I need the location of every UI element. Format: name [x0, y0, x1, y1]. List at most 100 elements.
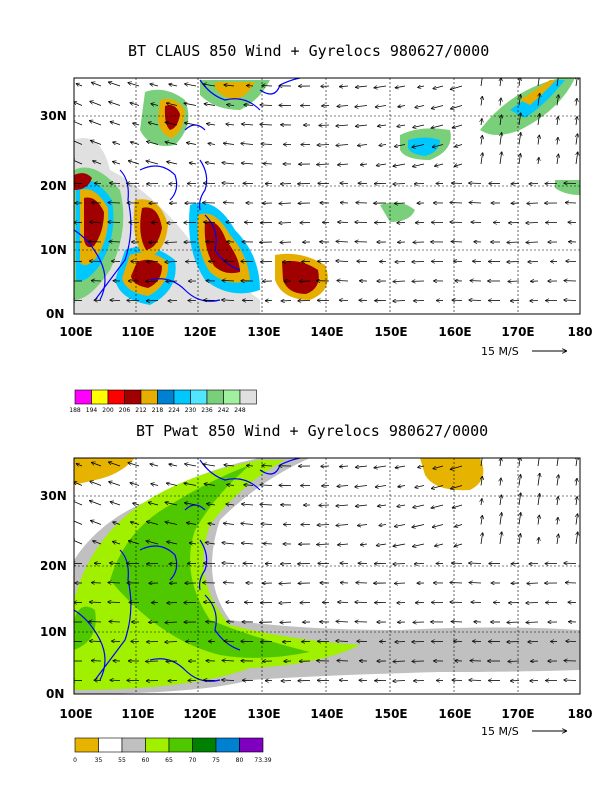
wind-arrow [109, 462, 121, 467]
wind-arrow [167, 103, 178, 106]
wind-arrow [169, 464, 178, 466]
svg-text:120E: 120E [183, 707, 216, 721]
wind-arrow [74, 140, 83, 145]
wind-arrow [260, 504, 273, 505]
wind-arrow [108, 602, 121, 603]
wind-arrow [432, 504, 444, 508]
wind-arrow [317, 544, 330, 545]
wind-arrow [336, 125, 349, 126]
wind-arrow [90, 121, 102, 126]
wind-arrow [93, 541, 102, 545]
wind-arrow [108, 583, 121, 584]
wind-arrow [500, 98, 501, 106]
wind-arrow [203, 464, 216, 466]
wind-arrow [318, 525, 330, 526]
wind-arrow [470, 583, 482, 584]
wind-arrow [358, 525, 368, 526]
wind-arrow [361, 164, 368, 165]
wind-arrow [146, 281, 159, 282]
wind-arrow [377, 544, 387, 546]
wind-arrow [396, 86, 406, 88]
wind-arrow [393, 163, 406, 166]
wind-arrow [519, 493, 521, 506]
wind-arrow [338, 164, 349, 165]
wind-arrow [146, 661, 159, 662]
svg-text:20N: 20N [40, 559, 67, 573]
colorbar-swatch [239, 389, 257, 405]
wind-arrow [207, 504, 216, 505]
wind-arrow [165, 262, 178, 263]
wind-arrow [74, 482, 83, 486]
lat-ticks-pwat: 30N 20N 10N 0N [40, 489, 67, 701]
wind-arrow [397, 505, 406, 507]
wind-arrow [500, 532, 502, 545]
wind-arrow [90, 481, 102, 486]
wind-arrow [395, 525, 406, 527]
wind-arrow [281, 184, 292, 185]
wind-arrow [90, 602, 102, 603]
wind-arrow [151, 104, 159, 106]
wind-arrow [185, 503, 197, 506]
wind-arrow [222, 680, 235, 681]
wind-arrow [147, 522, 159, 525]
wind-arrow [280, 622, 292, 623]
wind-arrow [452, 242, 463, 243]
wind-arrow [74, 501, 83, 506]
svg-text:10N: 10N [40, 625, 67, 639]
wind-arrow [393, 543, 406, 546]
colorbar-label: 194 [86, 407, 98, 414]
wind-arrow [379, 525, 387, 526]
colorbar-label: 65 [165, 757, 173, 764]
wind-arrow [453, 124, 463, 128]
wind-arrow [279, 583, 292, 584]
wind-arrow [526, 223, 539, 224]
wind-arrow [337, 281, 349, 282]
wind-arrow [319, 125, 330, 126]
lon-ticks-pwat: 100E 110E 120E 130E 140E 150E 160E 170E … [59, 707, 592, 721]
wind-arrow [165, 642, 178, 643]
wind-arrow [241, 143, 254, 144]
svg-text:140E: 140E [310, 325, 343, 339]
wind-arrow [395, 203, 406, 204]
svg-text:150E: 150E [374, 707, 407, 721]
wind-arrow [224, 203, 235, 204]
wind-arrow [208, 143, 216, 144]
wind-arrow [576, 514, 578, 525]
colorbar-swatch [124, 389, 142, 405]
wind-arrow [227, 485, 235, 486]
wind-arrow [337, 486, 349, 487]
wind-arrow [500, 133, 502, 145]
wind-arrow [317, 164, 330, 165]
svg-text:120E: 120E [183, 325, 216, 339]
wind-arrow [576, 152, 578, 165]
colorbar-label: 236 [201, 407, 213, 414]
colorbar-label: 230 [185, 407, 197, 414]
wind-arrow [519, 475, 521, 486]
wind-arrow [481, 78, 483, 87]
wind-arrow [93, 161, 102, 165]
wind-arrow [113, 522, 121, 524]
wind-arrow [89, 622, 102, 623]
wind-arrow [481, 458, 483, 467]
wind-arrow [397, 125, 406, 127]
wind-arrow [450, 583, 463, 584]
wind-arrow [282, 681, 292, 682]
svg-text:170E: 170E [501, 707, 534, 721]
wind-arrow [557, 138, 558, 145]
wind-arrow [393, 184, 406, 185]
svg-text:20N: 20N [40, 179, 67, 193]
colorbar-label: 224 [168, 407, 180, 414]
wind-arrow [564, 680, 577, 681]
wind-arrow [336, 241, 349, 242]
wind-arrow [418, 86, 425, 87]
wind-arrow [149, 503, 159, 506]
wind-arrow [538, 78, 540, 87]
wind-arrow [166, 142, 178, 145]
wind-arrow [222, 563, 235, 564]
wind-arrow [519, 113, 521, 126]
svg-text:110E: 110E [121, 707, 154, 721]
wind-arrow [224, 583, 235, 584]
wind-arrow [226, 124, 235, 125]
wind-arrow [165, 122, 178, 126]
wind-arrow [113, 542, 121, 544]
